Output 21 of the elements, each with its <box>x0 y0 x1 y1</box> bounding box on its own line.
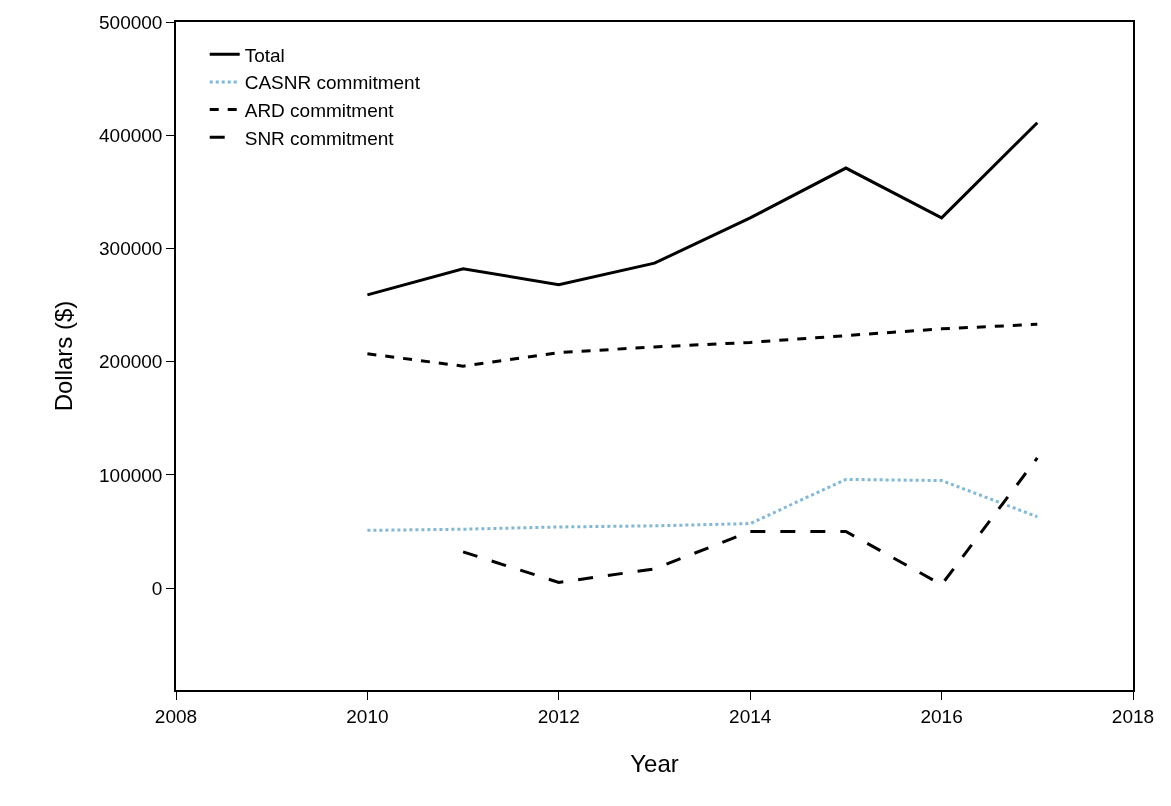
x-tick-label: 2010 <box>346 705 389 727</box>
x-tick-label: 2014 <box>729 705 772 727</box>
y-tick-label: 300000 <box>99 238 163 260</box>
line-series <box>461 456 1039 587</box>
y-tick-label: 500000 <box>99 11 163 33</box>
line-series <box>365 322 1039 368</box>
y-tick-label: 200000 <box>99 351 163 373</box>
legend-label: ARD commitment <box>244 100 395 122</box>
x-tick-label: 2018 <box>1111 705 1155 727</box>
x-axis-title: Year <box>630 750 679 778</box>
line-series <box>365 477 1039 532</box>
legend-label: CASNR commitment <box>244 72 421 94</box>
y-axis-title: Dollars ($) <box>49 300 77 412</box>
y-tick-label: 0 <box>151 577 163 599</box>
y-tick-label: 400000 <box>99 124 163 146</box>
legend-label: Total <box>244 44 285 66</box>
legend-label: SNR commitment <box>244 127 395 149</box>
x-tick-label: 2008 <box>154 705 198 727</box>
y-tick-label: 100000 <box>99 464 163 486</box>
x-tick-label: 2012 <box>537 705 580 727</box>
x-tick-label: 2016 <box>920 705 963 727</box>
